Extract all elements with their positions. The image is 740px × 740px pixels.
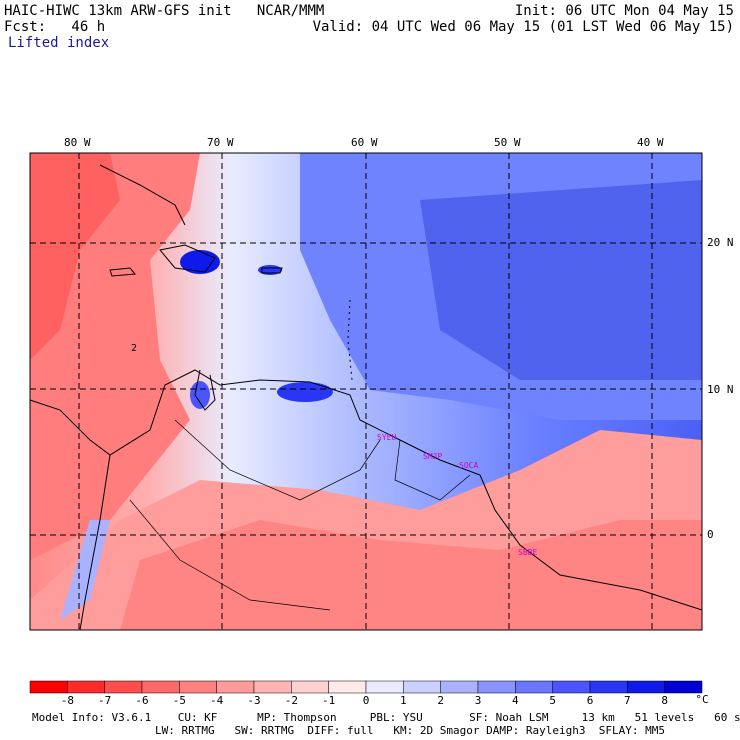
colorbar-swatch: [589, 680, 628, 694]
colorbar-tick-label: -1: [322, 694, 336, 707]
lon-label-70w: 70 W: [207, 136, 234, 149]
colorbar-tick-label: 8: [661, 694, 668, 707]
lake-maracaibo: [194, 369, 216, 411]
cold-spot-venezuela: [277, 382, 333, 402]
cold-spot-hispaniola: [180, 250, 220, 274]
colorbar-unit: °C: [695, 693, 709, 706]
station-soca: SOCA: [459, 461, 479, 470]
colorbar-swatch: [179, 680, 217, 694]
colorbar-swatch: [67, 680, 105, 694]
colorbar-swatch: [515, 680, 553, 694]
colorbar-swatch: [253, 680, 292, 694]
valid-time: Valid: 04 UTC Wed 06 May 15 (01 LST Wed …: [312, 19, 734, 35]
colorbar-tick-label: -8: [60, 694, 74, 707]
colorbar-swatch: [664, 680, 703, 694]
colorbar-swatch: [216, 680, 255, 694]
border-colombia-brazil: [129, 499, 331, 611]
colorbar-swatch: [328, 680, 367, 694]
colorbar-swatch: [403, 680, 441, 694]
lon-label-60w: 60 W: [351, 136, 378, 149]
cool-core-atlantic: [420, 180, 702, 380]
contour-label: 2: [131, 343, 138, 354]
lon-label-80w: 80 W: [64, 136, 91, 149]
colorbar-swatch: [440, 680, 479, 694]
map-frame: [29, 152, 703, 631]
title-line: HAIC-HIWC 13km ARW-GFS init NCAR/MMM: [4, 3, 324, 19]
lat-label-0: 0: [707, 528, 714, 541]
colorbar-tick-label: 5: [549, 694, 556, 707]
border-venezuela: [174, 419, 381, 501]
pacific-coast: [79, 454, 111, 631]
footer-line-2: LW: RRTMG SW: RRTMG DIFF: full KM: 2D Sm…: [155, 724, 665, 737]
colorbar-tick-label: 1: [400, 694, 407, 707]
org-label: NCAR/MMM: [256, 3, 325, 19]
cool-pacific-coast: [60, 520, 110, 620]
lat-label-20n: 20 N: [707, 236, 734, 249]
footer-line-1: Model Info: V3.6.1 CU: KF MP: Thompson P…: [32, 711, 740, 724]
colorbar: [29, 680, 703, 694]
colorbar-swatch: [104, 680, 143, 694]
model-title: HAIC-HIWC 13km ARW-GFS init: [4, 3, 232, 19]
lesser-antilles: [347, 299, 353, 381]
lon-label-40w: 40 W: [637, 136, 664, 149]
colorbar-tick-label: -4: [210, 694, 224, 707]
station-smjp: SMJP: [423, 452, 443, 461]
colorbar-tick-label: 4: [512, 694, 519, 707]
colorbar-swatch: [291, 680, 329, 694]
colorbar-tick-label: 6: [586, 694, 594, 707]
forecast-hour: Fcst: 46 h: [4, 19, 106, 35]
cuba-coast: [99, 164, 186, 226]
colorbar-tick-label: 2: [437, 694, 444, 707]
lon-label-50w: 50 W: [494, 136, 521, 149]
colorbar-swatch: [552, 680, 591, 694]
lat-lon-grid: [30, 153, 702, 630]
colorbar-swatch: [29, 680, 68, 694]
station-sbbe: SBBE: [518, 548, 538, 557]
puerto-rico-coast: [261, 267, 283, 274]
warm-core-south: [120, 520, 702, 630]
colorbar-tick-label: 3: [474, 694, 482, 707]
colorbar-swatch: [477, 680, 516, 694]
colorbar-tick-label: -7: [98, 694, 112, 707]
hispaniola-coast: [159, 244, 216, 273]
warm-core-west: [30, 153, 120, 360]
init-time: Init: 06 UTC Mon 04 May 15: [514, 3, 734, 19]
colorbar-swatch: [365, 680, 404, 694]
station-syeu: SYEU: [377, 433, 397, 442]
colorbar-tick-label: -6: [135, 694, 149, 707]
colorbar-tick-label: -3: [247, 694, 261, 707]
jamaica-coast: [109, 267, 136, 277]
border-guianas: [394, 439, 471, 501]
colorbar-tick-label: -2: [284, 694, 298, 707]
colorbar-tick-label: 0: [362, 694, 370, 707]
cold-spot-maracaibo: [190, 381, 210, 409]
colorbar-swatch: [627, 680, 665, 694]
country-borders: [129, 419, 471, 611]
lat-label-10n: 10 N: [707, 383, 734, 396]
colorbar-tick-label: -5: [172, 694, 186, 707]
field-name: Lifted index: [8, 35, 110, 51]
colorbar-swatch: [141, 680, 180, 694]
colorbar-tick-label: 7: [624, 694, 631, 707]
map-field: [30, 153, 702, 630]
